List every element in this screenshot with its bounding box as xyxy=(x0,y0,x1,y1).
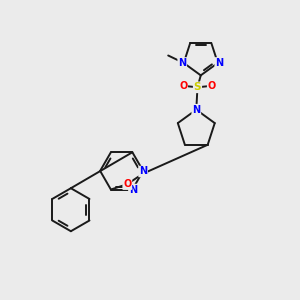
Text: O: O xyxy=(179,81,187,91)
Text: N: N xyxy=(192,105,200,115)
Text: O: O xyxy=(208,81,216,91)
Text: S: S xyxy=(194,82,201,92)
Text: O: O xyxy=(123,179,131,189)
Text: N: N xyxy=(139,167,147,176)
Text: N: N xyxy=(178,58,186,68)
Text: N: N xyxy=(129,184,137,194)
Text: N: N xyxy=(215,58,224,68)
